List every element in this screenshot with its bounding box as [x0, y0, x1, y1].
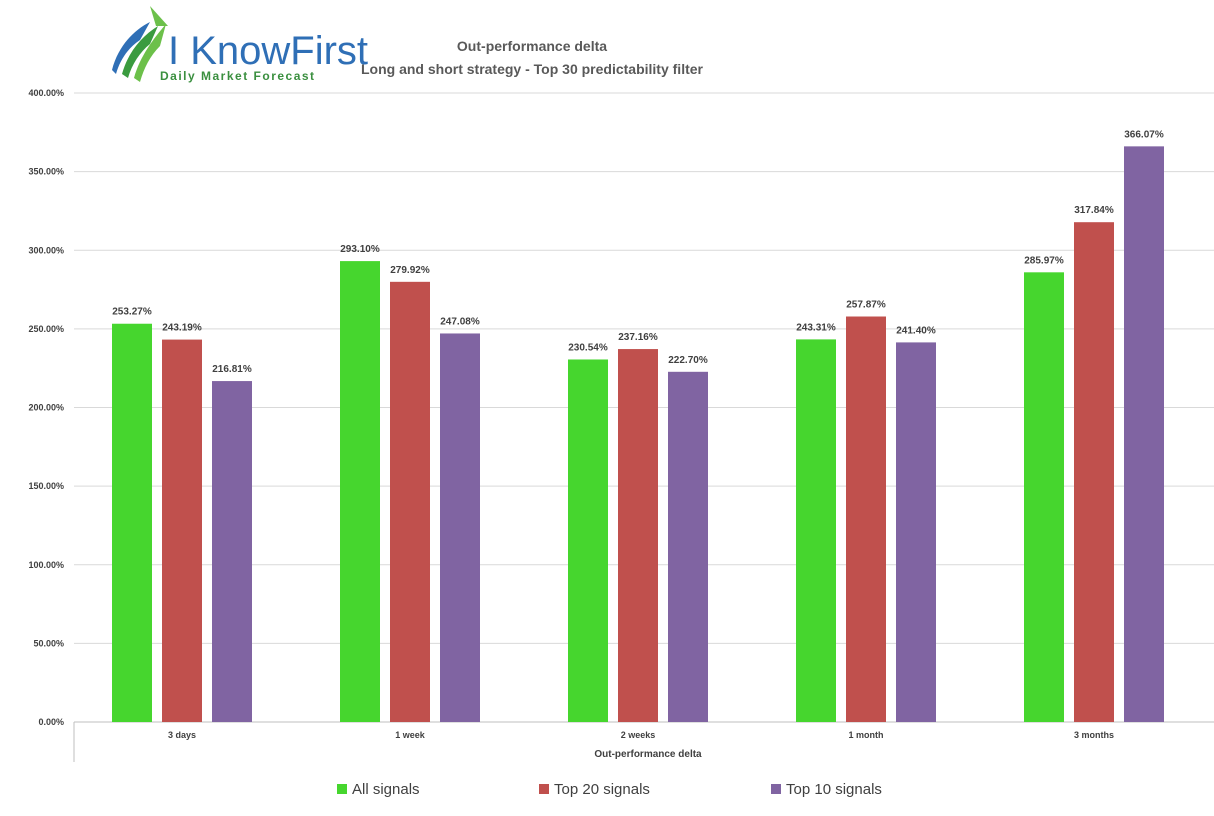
x-tick-label: 1 month: [849, 730, 884, 740]
data-label: 222.70%: [668, 355, 708, 366]
bar: [568, 359, 608, 722]
x-tick-label: 3 days: [168, 730, 196, 740]
data-label: 257.87%: [846, 299, 886, 310]
logo-tagline: Daily Market Forecast: [160, 69, 316, 83]
legend-label: Top 10 signals: [786, 781, 882, 798]
y-tick-label: 250.00%: [28, 324, 64, 334]
legend: All signals Top 20 signals Top 10 signals: [337, 781, 882, 798]
y-tick-label: 350.00%: [28, 167, 64, 177]
bar: [896, 342, 936, 722]
y-tick-label: 150.00%: [28, 481, 64, 491]
legend-label: Top 20 signals: [554, 781, 650, 798]
data-label: 237.16%: [618, 332, 658, 343]
legend-label: All signals: [352, 781, 420, 798]
bar: [618, 349, 658, 722]
logo-arrow-icon: [112, 6, 168, 82]
legend-swatch: [337, 784, 347, 794]
y-tick-label: 100.00%: [28, 560, 64, 570]
y-tick-label: 50.00%: [33, 638, 64, 648]
bar: [1124, 146, 1164, 722]
data-label: 241.40%: [896, 325, 936, 336]
bar: [162, 339, 202, 722]
y-tick-label: 300.00%: [28, 245, 64, 255]
x-tick-label: 1 week: [395, 730, 426, 740]
data-label: 243.19%: [162, 323, 202, 334]
bar: [340, 261, 380, 722]
logo: I KnowFirst Daily Market Forecast: [112, 6, 368, 83]
x-tick-label: 3 months: [1074, 730, 1114, 740]
data-label: 247.08%: [440, 316, 480, 327]
data-label: 279.92%: [390, 265, 430, 276]
y-tick-label: 0.00%: [38, 717, 64, 727]
data-label: 216.81%: [212, 364, 252, 375]
logo-brand: I KnowFirst: [168, 29, 368, 73]
x-tick-label: 2 weeks: [621, 730, 656, 740]
y-tick-label: 400.00%: [28, 88, 64, 98]
chart-subtitle: Long and short strategy - Top 30 predict…: [361, 61, 704, 77]
bars: [112, 146, 1164, 722]
bar: [1074, 222, 1114, 722]
bar: [668, 371, 708, 722]
bar: [440, 333, 480, 722]
bar: [1024, 272, 1064, 722]
bar: [796, 339, 836, 722]
y-axis: 0.00% 50.00% 100.00% 150.00% 200.00% 250.00% 3…: [28, 88, 64, 727]
legend-swatch: [539, 784, 549, 794]
data-labels: 253.27% 243.19% 216.81% 293.10% 279.92% 247.0…: [112, 129, 1164, 375]
y-tick-label: 200.00%: [28, 403, 64, 413]
data-label: 293.10%: [340, 244, 380, 255]
bar: [112, 323, 152, 722]
data-label: 243.31%: [796, 322, 836, 333]
bar: [212, 381, 252, 722]
data-label: 317.84%: [1074, 205, 1114, 216]
chart-title: Out-performance delta: [457, 38, 607, 54]
bar: [390, 281, 430, 722]
data-label: 253.27%: [112, 307, 152, 318]
data-label: 285.97%: [1024, 255, 1064, 266]
data-label: 366.07%: [1124, 129, 1164, 140]
legend-swatch: [771, 784, 781, 794]
bar: [846, 316, 886, 722]
x-axis: 3 days 1 week 2 weeks 1 month 3 months: [73, 722, 1114, 762]
x-axis-title: Out-performance delta: [594, 749, 702, 760]
data-label: 230.54%: [568, 342, 608, 353]
